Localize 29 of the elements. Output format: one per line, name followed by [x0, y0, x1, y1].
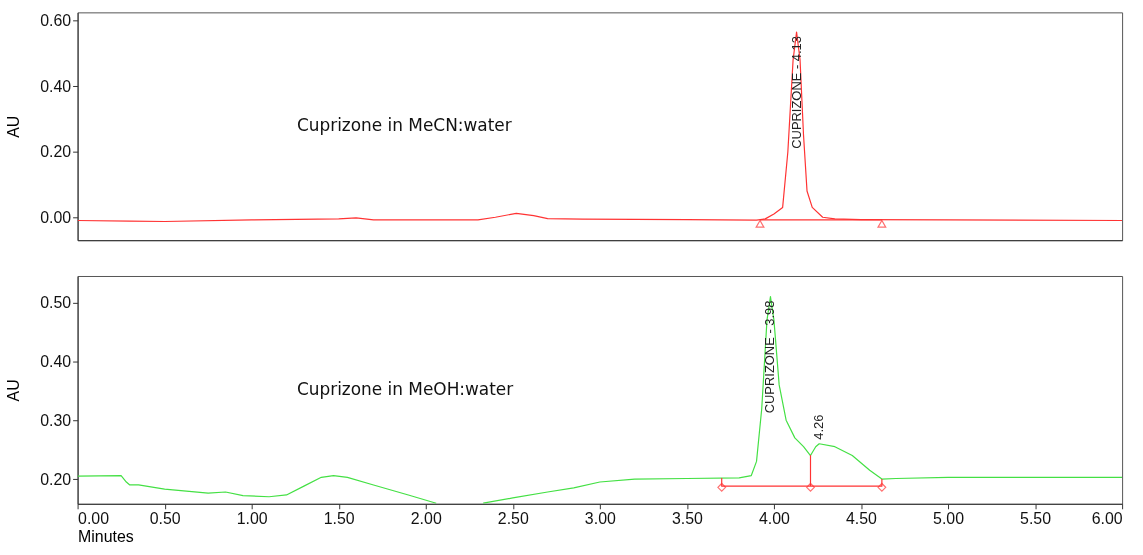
annotation: CUPRIZONE - 3.98 — [762, 300, 778, 414]
x-tick-label: 6.00 — [1091, 510, 1123, 528]
x-tick-label: 0.50 — [149, 510, 181, 528]
x-tick-label: 4.00 — [758, 510, 791, 528]
y-axis-title: AU — [5, 115, 23, 138]
annotation: 4.26 — [811, 414, 827, 440]
y-tick-label: 0.50 — [40, 293, 72, 311]
x-tick-label: 1.00 — [236, 510, 268, 528]
x-tick-label: 0.00 — [78, 510, 110, 528]
y-tick-label: 0.40 — [40, 77, 72, 95]
x-tick-label: 2.00 — [410, 510, 442, 528]
y-tick-label: 0.60 — [40, 12, 72, 30]
y-tick-label: 0.20 — [40, 470, 72, 488]
x-tick-label: 3.50 — [671, 510, 704, 528]
y-tick-label: 0.00 — [40, 208, 72, 226]
y-axis-title: AU — [5, 379, 23, 402]
x-tick-label: 3.00 — [584, 510, 616, 528]
annotation: Cuprizone in MeOH:water — [296, 378, 514, 399]
x-axis-title: Minutes — [78, 528, 134, 546]
x-tick-label: 4.50 — [845, 510, 878, 528]
y-tick-label: 0.20 — [40, 143, 72, 161]
annotation: CUPRIZONE - 4.13 — [788, 36, 804, 149]
x-tick-label: 1.50 — [323, 510, 355, 528]
y-tick-label: 0.30 — [40, 411, 72, 429]
x-tick-label: 2.50 — [497, 510, 529, 528]
x-tick-label: 5.50 — [1020, 510, 1052, 528]
y-tick-label: 0.40 — [40, 352, 72, 370]
annotation: Cuprizone in MeCN:water — [296, 115, 512, 136]
x-tick-label: 5.00 — [933, 510, 965, 528]
